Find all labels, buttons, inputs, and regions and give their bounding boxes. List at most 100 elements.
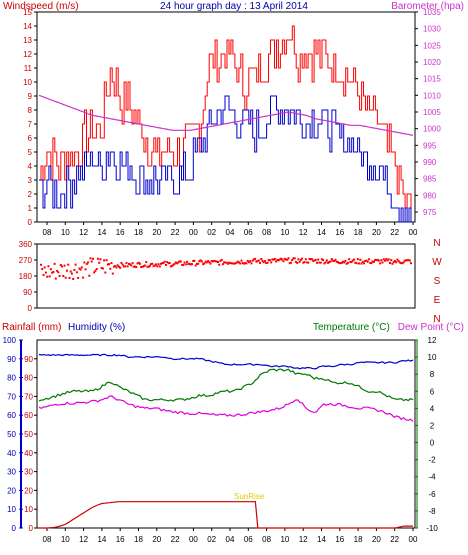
humidity-tick-label: 20 [7, 486, 16, 495]
direction-point [257, 259, 260, 262]
direction-point [89, 257, 92, 260]
y-tick-label: 13 [23, 36, 32, 45]
direction-point [100, 267, 103, 269]
direction-point [202, 263, 205, 266]
direction-point [63, 264, 66, 267]
direction-point [337, 261, 339, 264]
direction-point [313, 259, 316, 262]
direction-point [184, 263, 187, 266]
direction-point [343, 261, 346, 264]
direction-point [181, 263, 184, 266]
direction-point [379, 262, 382, 265]
direction-point [140, 266, 143, 268]
direction-point [317, 258, 320, 261]
direction-point [275, 260, 278, 263]
y2-tick-label: 1010 [423, 91, 441, 100]
direction-point [323, 262, 326, 265]
direction-point [110, 262, 113, 265]
direction-point [363, 262, 365, 265]
direction-point [186, 260, 188, 263]
direction-point [88, 274, 91, 277]
direction-point [75, 271, 78, 274]
direction-point [245, 262, 248, 265]
direction-point [194, 264, 197, 267]
direction-point [403, 259, 406, 262]
y-tick-label: 11 [24, 64, 33, 73]
direction-point [328, 261, 331, 263]
direction-point [104, 271, 107, 274]
direction-point [319, 261, 322, 264]
direction-point [176, 262, 179, 265]
direction-point [99, 258, 102, 261]
direction-point [152, 265, 155, 268]
direction-point [344, 259, 347, 262]
direction-point [335, 260, 338, 263]
direction-point [106, 263, 109, 266]
direction-point [116, 264, 119, 267]
direction-point [316, 261, 318, 264]
direction-point [370, 262, 373, 264]
direction-point [165, 264, 167, 266]
direction-point [224, 261, 227, 264]
direction-point [283, 257, 286, 260]
direction-point [168, 262, 171, 264]
direction-point [385, 258, 388, 261]
direction-point [121, 263, 124, 266]
dir-tick-label: 360 [19, 240, 33, 249]
direction-point [234, 262, 237, 265]
direction-point [333, 260, 336, 262]
direction-point [158, 265, 161, 268]
direction-point [246, 259, 249, 262]
direction-point [225, 261, 228, 264]
x-tick-label: 22 [390, 228, 399, 237]
direction-point [351, 259, 354, 262]
x-tick-label: 16 [335, 535, 344, 544]
direction-point [410, 262, 412, 265]
compass-label: E [434, 295, 441, 306]
direction-point [329, 260, 332, 263]
direction-point [314, 258, 317, 261]
direction-point [264, 260, 266, 263]
direction-point [250, 262, 253, 265]
y-tick-label: 8 [28, 106, 33, 115]
direction-point [210, 260, 213, 263]
wind-gust-series [39, 25, 413, 223]
direction-point [198, 260, 201, 263]
direction-point [291, 259, 294, 261]
x-tick-label: 22 [390, 535, 399, 544]
y-tick-label: 9 [28, 92, 33, 101]
direction-point [374, 258, 377, 261]
humidity-tick-label: 100 [3, 336, 17, 345]
direction-point [96, 257, 99, 260]
direction-point [105, 259, 108, 262]
direction-point [407, 259, 410, 262]
direction-point [119, 266, 122, 269]
direction-point [69, 270, 72, 273]
x-tick-label: 14 [97, 228, 106, 237]
direction-point [220, 258, 223, 261]
direction-point [221, 263, 224, 266]
temp-tick-label: -6 [428, 490, 436, 499]
direction-point [391, 262, 394, 265]
y-tick-label: 0 [28, 218, 33, 227]
direction-point [179, 260, 182, 263]
direction-point [47, 265, 50, 268]
direction-point [265, 262, 268, 265]
y-tick-label: 2 [28, 190, 33, 199]
direction-point [377, 259, 380, 262]
rain-tick-label: 10 [24, 505, 33, 514]
direction-point [67, 263, 70, 266]
direction-point [93, 271, 96, 274]
direction-point [44, 271, 47, 274]
direction-point [143, 264, 146, 267]
direction-point [238, 261, 240, 264]
humidity-series [38, 353, 414, 370]
direction-point [82, 276, 85, 279]
direction-point [139, 262, 141, 265]
direction-point [163, 260, 166, 263]
direction-point [161, 262, 164, 265]
direction-point [325, 259, 328, 262]
direction-point [203, 262, 206, 265]
direction-point [302, 261, 305, 264]
